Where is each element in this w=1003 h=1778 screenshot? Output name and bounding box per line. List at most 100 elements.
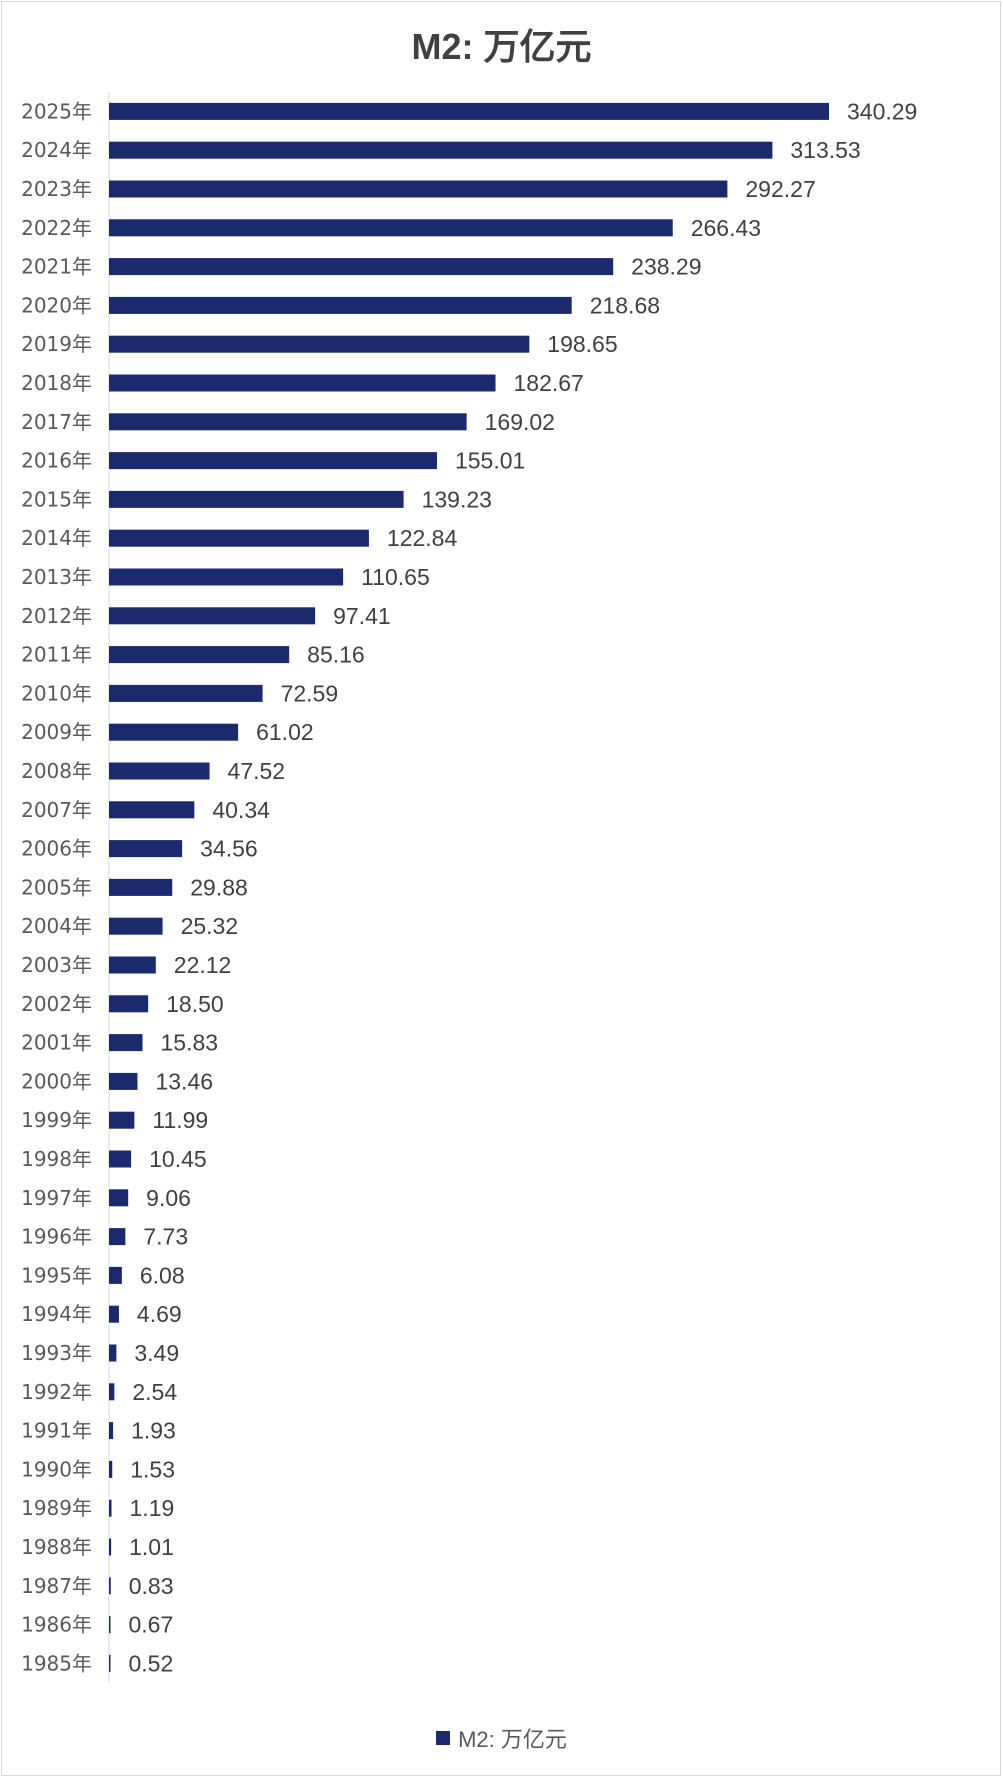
bar [109, 296, 572, 314]
bar [109, 335, 530, 353]
category-label: 1998年 [21, 1147, 92, 1171]
category-label: 2016年 [21, 449, 92, 473]
data-label: 2.54 [132, 1379, 177, 1405]
data-label: 1.19 [130, 1495, 175, 1521]
data-label: 10.45 [149, 1146, 207, 1172]
category-label: 1999年 [21, 1108, 92, 1132]
category-label: 2010年 [21, 681, 92, 705]
chart-title: M2: 万亿元 [411, 26, 592, 67]
bar [109, 1266, 122, 1284]
category-label: 2024年 [21, 138, 92, 162]
category-label: 2011年 [21, 643, 92, 667]
data-label: 61.02 [256, 719, 314, 745]
data-label: 85.16 [307, 642, 365, 668]
data-label: 25.32 [181, 913, 239, 939]
legend: M2: 万亿元 [0, 1722, 1003, 1754]
data-label: 0.67 [129, 1612, 174, 1638]
category-label: 2001年 [21, 1031, 92, 1055]
bar [109, 413, 467, 431]
category-label: 2017年 [21, 410, 92, 434]
category-label: 1997年 [21, 1186, 92, 1210]
bar [109, 1189, 129, 1207]
data-label: 182.67 [514, 370, 584, 396]
bar [109, 917, 163, 935]
bar [109, 1538, 112, 1556]
bar [109, 141, 773, 159]
bar [109, 490, 404, 508]
data-label: 7.73 [143, 1224, 188, 1250]
bar [109, 258, 614, 276]
bar [109, 1111, 135, 1129]
bar [109, 1034, 143, 1052]
category-label: 1996年 [21, 1225, 92, 1249]
category-label: 2012年 [21, 604, 92, 628]
bar [109, 1305, 119, 1323]
category-label: 2020年 [21, 293, 92, 317]
bar [109, 1422, 114, 1440]
data-label: 238.29 [631, 254, 701, 280]
bar [109, 1344, 117, 1362]
category-label: 2003年 [21, 953, 92, 977]
bar [109, 801, 195, 819]
category-label: 2006年 [21, 837, 92, 861]
data-label: 9.06 [146, 1185, 191, 1211]
category-label: 1990年 [21, 1457, 92, 1481]
data-label: 0.83 [129, 1573, 174, 1599]
category-label: 2019年 [21, 332, 92, 356]
category-label: 2009年 [21, 720, 92, 744]
bar [109, 529, 369, 547]
bar [109, 452, 437, 470]
data-label: 47.52 [228, 758, 286, 784]
data-label: 155.01 [455, 448, 525, 474]
data-label: 22.12 [174, 952, 232, 978]
category-label: 2005年 [21, 875, 92, 899]
category-label: 2007年 [21, 798, 92, 822]
category-label: 1989年 [21, 1496, 92, 1520]
bar [109, 1228, 126, 1246]
bar [109, 684, 263, 702]
category-label: 1991年 [21, 1419, 92, 1443]
data-label: 0.52 [129, 1650, 174, 1676]
bar [109, 1577, 111, 1595]
bar [109, 723, 239, 741]
bar [109, 956, 156, 974]
category-label: 2002年 [21, 992, 92, 1016]
data-label: 34.56 [200, 836, 258, 862]
data-label: 4.69 [137, 1301, 182, 1327]
category-label: 1994年 [21, 1302, 92, 1326]
bar [109, 1383, 115, 1401]
category-label: 1992年 [21, 1380, 92, 1404]
category-label: 1987年 [21, 1574, 92, 1598]
category-label: 2004年 [21, 914, 92, 938]
data-label: 169.02 [485, 409, 555, 435]
bar [109, 1150, 132, 1168]
data-label: 340.29 [847, 98, 917, 124]
data-label: 122.84 [387, 525, 458, 551]
data-label: 110.65 [361, 564, 430, 590]
legend-label: M2: 万亿元 [458, 1727, 567, 1752]
category-label: 2021年 [21, 255, 92, 279]
bar [109, 1499, 112, 1517]
data-label: 29.88 [190, 874, 248, 900]
data-label: 97.41 [333, 603, 391, 629]
bar [109, 607, 316, 625]
data-label: 1.01 [129, 1534, 174, 1560]
legend-swatch [436, 1731, 451, 1745]
category-label: 1985年 [21, 1651, 92, 1675]
data-label: 139.23 [422, 486, 492, 512]
category-label: 1993年 [21, 1341, 92, 1365]
data-label: 6.08 [140, 1262, 185, 1288]
category-label: 2015年 [21, 487, 92, 511]
bar [109, 180, 728, 198]
bar [109, 878, 173, 896]
category-label: 2014年 [21, 526, 92, 550]
data-label: 13.46 [155, 1068, 213, 1094]
bar [109, 762, 210, 780]
bar [109, 995, 149, 1013]
data-label: 292.27 [745, 176, 815, 202]
bar [109, 646, 290, 664]
bar [109, 102, 829, 120]
data-label: 11.99 [152, 1107, 208, 1133]
